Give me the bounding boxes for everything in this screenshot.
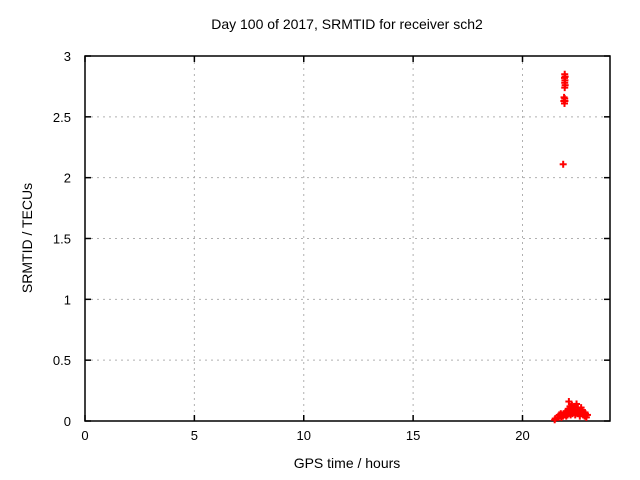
data-point-marker — [561, 99, 568, 107]
tick-labels: 0 5 10 15 20 0 0.5 1 1.5 2 2.5 3 — [53, 49, 530, 443]
y-tick-label: 0 — [64, 414, 71, 429]
y-tick-label: 2 — [64, 171, 71, 186]
data-point-marker — [573, 400, 581, 408]
data-point-marker — [559, 160, 567, 168]
x-tick-label: 0 — [81, 428, 88, 443]
chart-title: Day 100 of 2017, SRMTID for receiver sch… — [211, 16, 483, 32]
x-tick-label: 20 — [515, 428, 529, 443]
y-axis-label: SRMTID / TECUs — [19, 183, 35, 293]
y-tick-label: 2.5 — [53, 110, 71, 125]
plot-border — [84, 55, 611, 422]
x-tick-label: 15 — [406, 428, 420, 443]
data-point-marker — [565, 398, 573, 406]
y-tick-label: 1.5 — [53, 232, 71, 247]
data-point-marker — [583, 411, 591, 419]
data-point-marker — [561, 84, 569, 92]
y-tick-label: 0.5 — [53, 353, 71, 368]
data-points — [551, 70, 591, 424]
x-axis-label: GPS time / hours — [294, 455, 401, 471]
gridlines — [85, 56, 610, 421]
y-tick-label: 1 — [64, 292, 71, 307]
x-tick-label: 5 — [191, 428, 198, 443]
y-tick-label: 3 — [64, 49, 71, 64]
x-tick-label: 10 — [297, 428, 311, 443]
